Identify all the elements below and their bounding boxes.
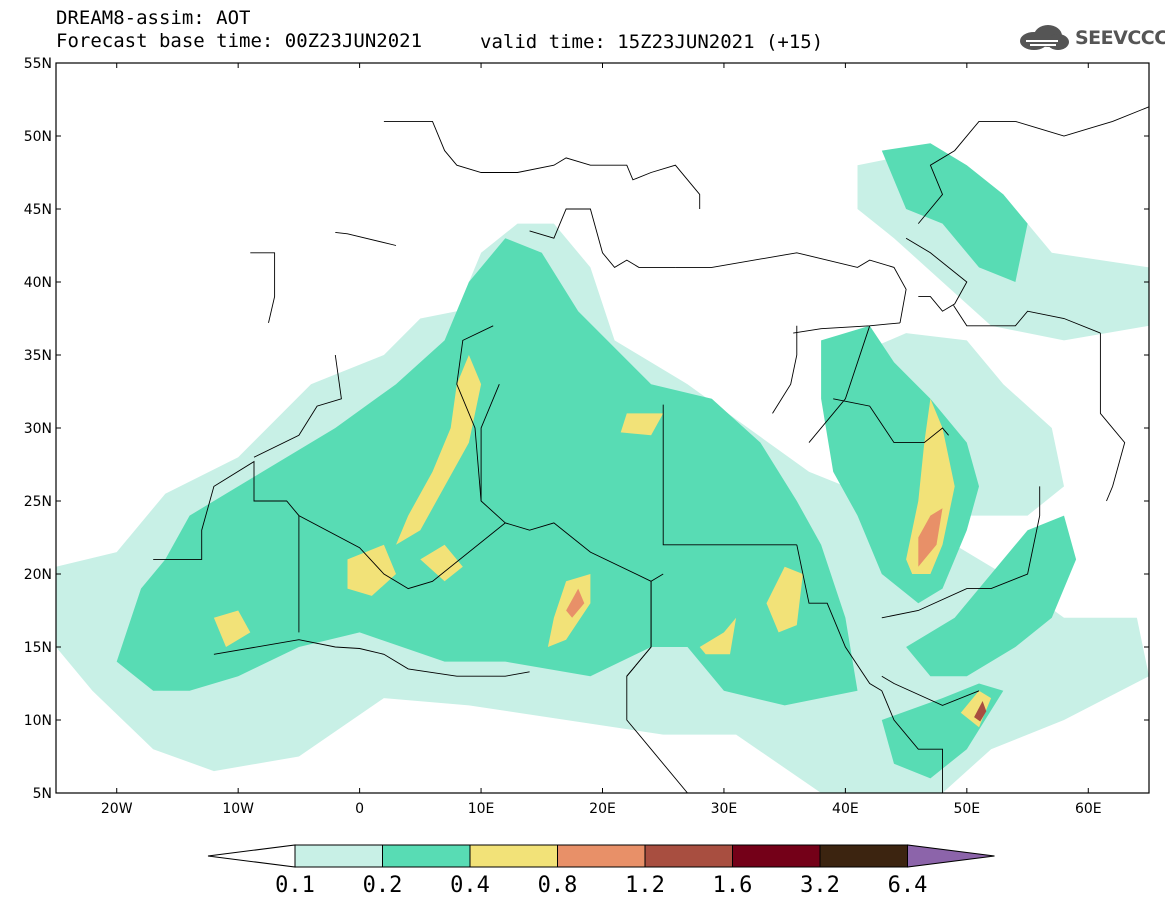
colorbar-level-label: 0.2 [362, 873, 403, 898]
colorbar-swatch [382, 844, 471, 868]
valid-time: valid time: 15Z23JUN2021 (+15) [480, 31, 824, 53]
colorbar-over-arrow [907, 844, 995, 868]
lon-tick-label: 10W [222, 801, 254, 817]
aot-region-1-2 [974, 701, 987, 722]
colorbar-swatch [819, 844, 908, 868]
country-border [796, 544, 883, 692]
country-border [213, 639, 530, 677]
country-border [626, 573, 688, 793]
colorbar-swatch [469, 844, 558, 868]
country-border [917, 120, 1016, 224]
lon-tick-label: 10E [468, 801, 495, 817]
country-border [833, 398, 949, 444]
aot-contour-fills [56, 143, 1149, 793]
colorbar [207, 844, 995, 868]
forecast-base-time: Forecast base time: 00Z23JUN2021 [56, 30, 423, 52]
cloud-logo-icon [1020, 25, 1069, 50]
lat-tick-label: 10N [24, 713, 52, 729]
colorbar-swatch [557, 844, 646, 868]
colorbar-level-label: 0.1 [275, 873, 315, 898]
lat-tick-label: 40N [24, 275, 52, 291]
logo-text: SEEVCCC [1075, 27, 1165, 49]
lon-tick-label: 0 [355, 801, 364, 817]
country-border [953, 305, 1101, 334]
colorbar-swatch [294, 844, 383, 868]
country-border [662, 404, 797, 546]
aot-region-0-4 [766, 566, 803, 633]
country-border [881, 690, 943, 793]
lat-tick-label: 5N [33, 786, 52, 802]
country-border [808, 325, 871, 443]
aot-region-0-4 [213, 610, 251, 647]
aot-region-0-2 [906, 515, 1077, 677]
country-border [456, 325, 506, 524]
country-border [1099, 333, 1126, 502]
lat-tick-label: 45N [24, 202, 52, 218]
aot-region-0-4 [620, 413, 664, 436]
country-border [253, 354, 342, 458]
colorbar-level-label: 1.2 [625, 873, 665, 898]
chart-title: DREAM8-assim: AOT [56, 7, 251, 29]
country-border [1015, 106, 1149, 137]
colorbar-under-arrow [207, 844, 296, 868]
lat-tick-label: 25N [24, 494, 52, 510]
aot-region-0-2 [116, 238, 858, 706]
lon-tick-label: 20E [589, 801, 616, 817]
colorbar-level-label: 0.8 [537, 873, 578, 898]
lon-tick-label: 20W [101, 801, 133, 817]
aot-region-0-8 [918, 508, 943, 567]
country-border [153, 460, 652, 677]
lat-tick-label: 55N [24, 56, 52, 72]
country-border [793, 322, 901, 334]
seevccc-logo: SEEVCCC [1016, 24, 1165, 52]
country-border [881, 675, 980, 706]
aot-region-0-2 [881, 143, 1028, 282]
lon-tick-label: 60E [1075, 801, 1102, 817]
colorbar-swatch [644, 844, 733, 868]
aot-region-0-4 [699, 617, 737, 655]
aot-region-0-4 [396, 355, 482, 545]
lat-tick-label: 20N [24, 567, 52, 583]
lat-tick-label: 50N [24, 129, 52, 145]
lat-tick-label: 30N [24, 421, 52, 437]
country-border [905, 237, 968, 312]
aot-region-0-4 [420, 544, 463, 582]
colorbar-swatch [732, 844, 821, 868]
aot-region-0-4 [960, 690, 992, 728]
country-border [881, 486, 1041, 619]
aot-region-0-4 [347, 544, 396, 596]
country-border [335, 231, 397, 246]
country-border [250, 252, 276, 324]
colorbar-level-label: 3.2 [800, 873, 840, 898]
colorbar-level-label: 6.4 [887, 873, 928, 898]
country-border [675, 252, 907, 323]
country-border [383, 120, 701, 209]
lon-tick-label: 40E [832, 801, 859, 817]
country-border [480, 384, 500, 501]
country-border [529, 208, 676, 268]
lat-tick-label: 35N [24, 348, 52, 364]
colorbar-level-label: 0.4 [450, 873, 490, 898]
country-borders [153, 106, 1149, 793]
map-axes: 55N 50N 45N 40N 35N 30N 25N 20N 15N 10N 5N 20W 10W 0 1… [24, 56, 1149, 817]
lat-tick-label: 15N [24, 640, 52, 656]
colorbar-level-label: 1.6 [712, 873, 753, 898]
aot-region-0-4 [906, 398, 955, 574]
aot-region-0-8 [566, 588, 585, 618]
country-border [772, 325, 798, 414]
lon-tick-label: 50E [953, 801, 980, 817]
lon-tick-label: 30E [711, 801, 738, 817]
